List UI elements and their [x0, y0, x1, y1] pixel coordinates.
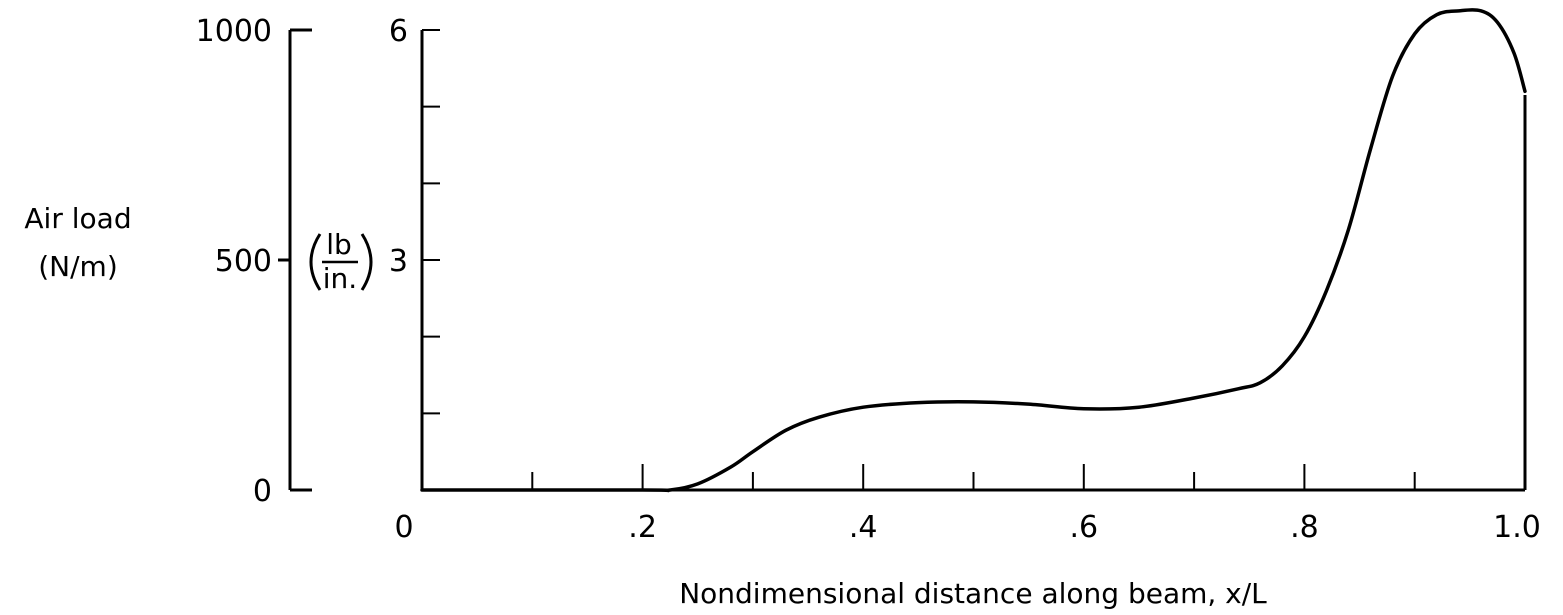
y-axis-units-si: (N/m) — [38, 250, 118, 283]
us-tick-label-6: 6 — [389, 14, 408, 49]
si-axis: 1000 500 0 — [196, 14, 312, 509]
units-denominator: in. — [323, 262, 357, 295]
y-axis-label: Air load — [24, 202, 131, 235]
air-load-curve — [420, 8, 1527, 493]
x-tick-label-2: .4 — [849, 510, 878, 545]
x-tick-label-0: 0 — [394, 510, 413, 545]
x-tick-label-1: .2 — [628, 510, 657, 545]
x-tick-label-4: .8 — [1290, 510, 1319, 545]
x-tick-labels: 0 .2 .4 .6 .8 1.0 — [394, 510, 1540, 545]
x-tick-label-3: .6 — [1069, 510, 1098, 545]
y-axis-units-us: lb in. — [309, 228, 373, 295]
si-tick-label-0: 0 — [253, 474, 272, 509]
x-axis-label: Nondimensional distance along beam, x/L — [679, 577, 1267, 610]
si-tick-label-1000: 1000 — [196, 14, 272, 49]
units-numerator: lb — [326, 228, 352, 261]
x-axis-ticks — [531, 464, 1416, 490]
si-tick-label-500: 500 — [215, 244, 272, 279]
units-right-paren — [360, 233, 373, 291]
us-tick-label-3: 3 — [389, 244, 408, 279]
us-axis-ticks — [422, 29, 440, 415]
x-tick-label-5: 1.0 — [1493, 510, 1541, 545]
units-left-paren — [309, 233, 322, 291]
plot-axes — [420, 29, 1527, 492]
